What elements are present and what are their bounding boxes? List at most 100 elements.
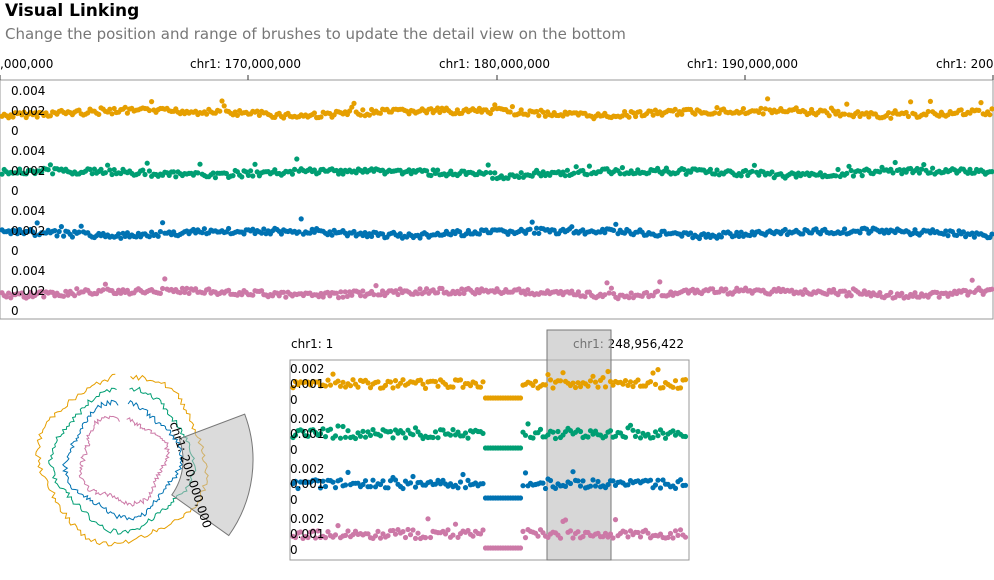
- top-point: [234, 112, 240, 118]
- detail-tracks-plot[interactable]: [289, 329, 690, 562]
- top-point: [989, 231, 994, 237]
- detail-point: [370, 427, 376, 433]
- top-point: [111, 105, 117, 112]
- top-point: [681, 166, 687, 173]
- detail-y-tick-2-1: 0.001: [290, 477, 325, 491]
- detail-point: [327, 426, 334, 432]
- detail-point: [575, 380, 581, 386]
- detail-point: [542, 382, 549, 388]
- detail-point: [455, 534, 461, 540]
- detail-point: [467, 383, 474, 389]
- top-point: [362, 230, 368, 236]
- detail-point: [335, 378, 341, 384]
- detail-point: [322, 483, 329, 490]
- detail-point: [365, 531, 371, 537]
- detail-point: [317, 431, 324, 437]
- top-point: [582, 294, 588, 300]
- detail-point: [390, 385, 396, 391]
- detail-point: [340, 423, 346, 430]
- top-point: [52, 228, 58, 234]
- top-track-view[interactable]: ,000,000 chr1: 170,000,000 chr1: 180,000…: [0, 55, 994, 320]
- top-point: [633, 113, 639, 120]
- top-point: [32, 232, 38, 238]
- top-point: [111, 167, 117, 173]
- detail-point: [382, 382, 389, 388]
- detail-point: [292, 534, 299, 541]
- top-y-tick-1-2: 0: [11, 184, 19, 198]
- top-point: [540, 109, 546, 115]
- top-point: [912, 227, 918, 233]
- detail-point: [670, 428, 676, 434]
- top-point: [377, 292, 383, 298]
- top-point: [204, 111, 210, 117]
- top-point: [182, 289, 188, 295]
- top-point: [206, 286, 212, 292]
- circular-overview[interactable]: [20, 340, 280, 580]
- top-point: [848, 293, 854, 299]
- top-point: [91, 166, 97, 172]
- detail-point: [422, 535, 429, 541]
- top-point: [349, 104, 355, 110]
- top-point: [736, 233, 742, 239]
- top-point: [417, 286, 423, 292]
- detail-point: [327, 382, 334, 388]
- top-point: [657, 232, 663, 238]
- detail-point: [447, 432, 454, 438]
- top-point: [226, 287, 232, 293]
- top-point: [648, 108, 654, 114]
- top-point: [602, 292, 608, 298]
- top-point: [292, 166, 298, 172]
- top-point: [217, 108, 223, 114]
- top-point: [34, 114, 40, 120]
- top-point: [888, 115, 894, 121]
- top-y-tick-1-1: 0.002: [11, 164, 46, 178]
- page-subtitle: Change the position and range of brushes…: [5, 25, 626, 43]
- top-point: [146, 168, 152, 174]
- top-point: [912, 290, 918, 296]
- detail-point: [530, 382, 536, 388]
- top-point: [490, 175, 496, 181]
- top-point: [899, 290, 905, 296]
- detail-point: [622, 434, 629, 440]
- top-point: [61, 233, 67, 239]
- top-point: [580, 227, 586, 233]
- detail-point: [580, 478, 586, 484]
- top-point: [230, 173, 236, 179]
- top-point: [344, 293, 350, 299]
- top-y-tick-3-2: 0: [11, 304, 19, 318]
- top-point: [628, 290, 634, 296]
- detail-point: [405, 526, 411, 533]
- detail-start-label: chr1: 1: [291, 337, 334, 351]
- top-point: [109, 111, 115, 117]
- top-axis-tick-2: chr1: 180,000,000: [439, 57, 550, 71]
- detail-view[interactable]: chr1: 1 chr1: 248,956,422 0.002 0.001 0 0.0…: [289, 329, 690, 562]
- top-point: [437, 109, 443, 115]
- top-point: [734, 229, 740, 235]
- detail-point: [315, 478, 321, 484]
- top-point: [272, 167, 278, 173]
- top-point: [179, 285, 185, 291]
- top-point: [769, 169, 775, 175]
- top-point: [283, 294, 289, 300]
- detail-point: [335, 523, 341, 529]
- top-point: [877, 290, 883, 296]
- detail-point: [630, 427, 636, 433]
- top-point: [886, 110, 892, 116]
- top-tracks-plot[interactable]: [0, 55, 994, 320]
- top-point: [14, 170, 20, 176]
- detail-point: [460, 471, 466, 478]
- detail-point: [350, 377, 356, 383]
- detail-point: [432, 379, 439, 385]
- top-point: [116, 231, 122, 237]
- top-point: [487, 170, 493, 176]
- top-point: [586, 163, 593, 169]
- top-point: [523, 291, 529, 297]
- detail-point: [402, 435, 409, 441]
- detail-point: [335, 423, 341, 429]
- detail-point: [580, 533, 586, 540]
- top-point: [472, 291, 478, 297]
- detail-y-tick-3-0: 0.002: [290, 512, 325, 526]
- top-point: [199, 230, 205, 236]
- detail-point: [522, 470, 529, 476]
- top-point: [318, 114, 324, 120]
